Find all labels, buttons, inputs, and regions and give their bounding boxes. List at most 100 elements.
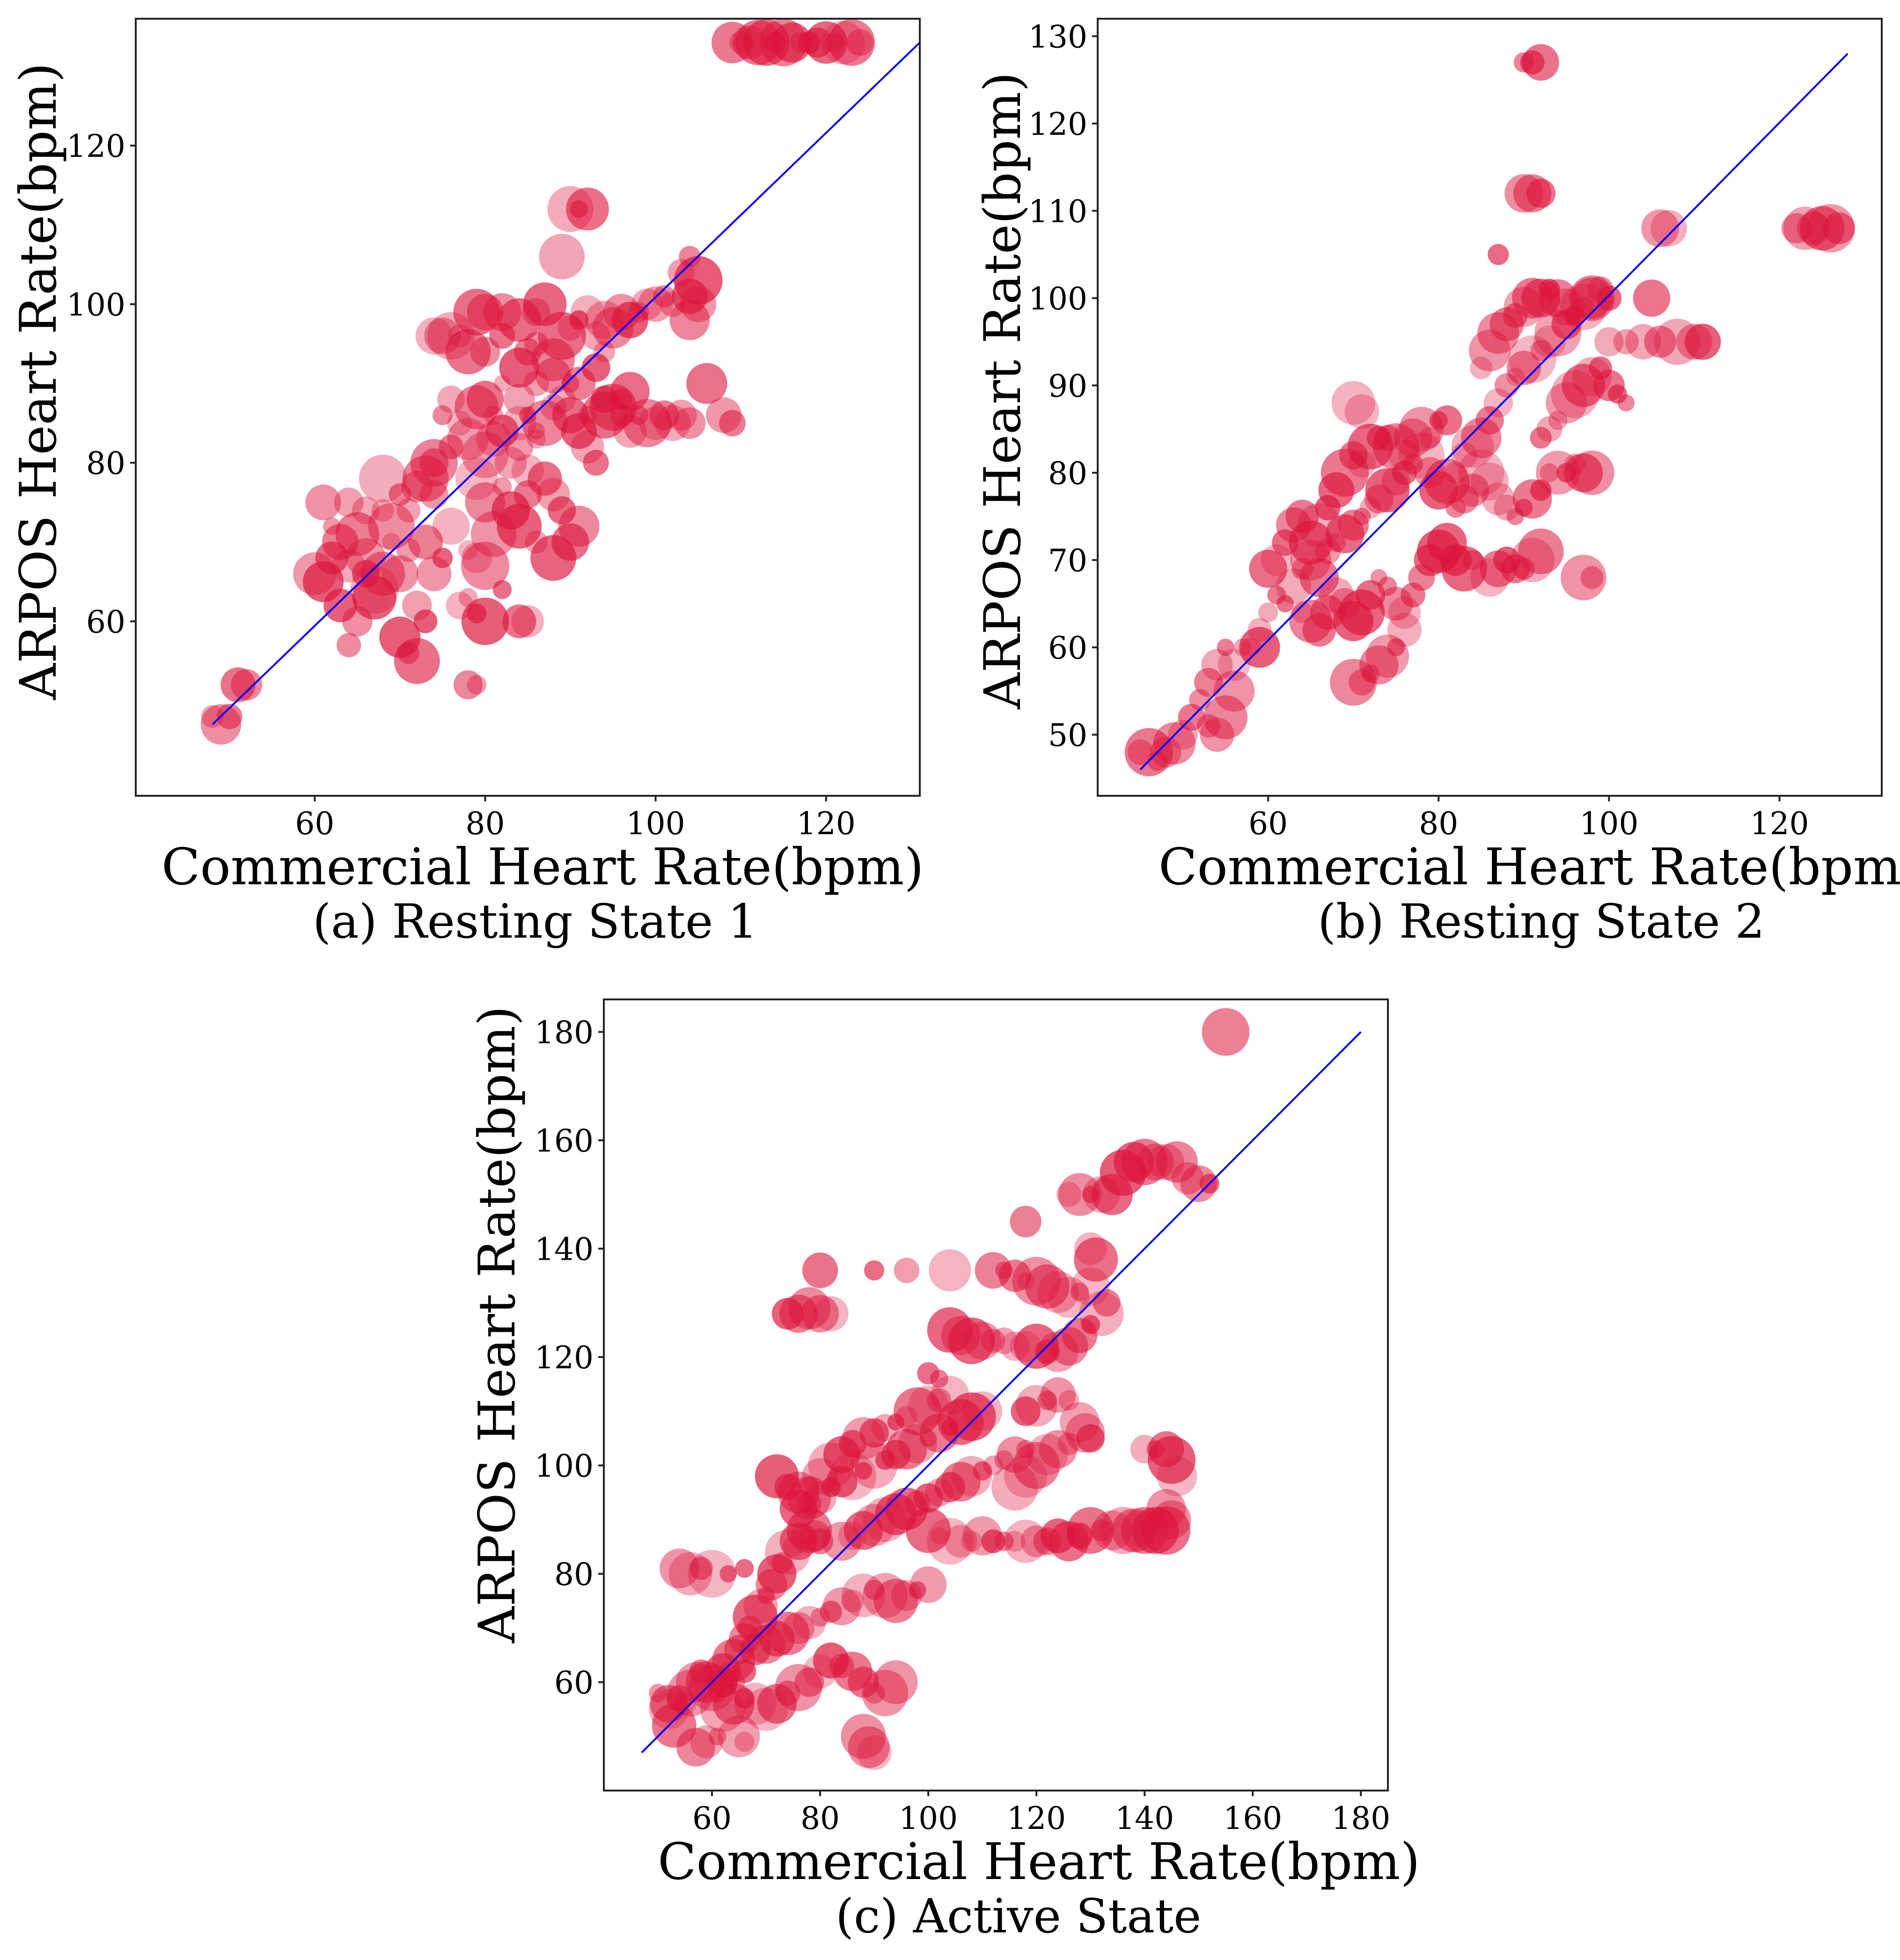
x-tick-label: 120 xyxy=(797,806,856,842)
data-point xyxy=(1258,602,1278,623)
data-point xyxy=(1530,479,1552,501)
data-point xyxy=(1387,638,1405,656)
y-tick-label: 120 xyxy=(535,1340,594,1376)
data-point xyxy=(766,1611,810,1655)
chart-panel-b: 60 80 100 120 50 60 70 80 90 100 110 120 130 ARPOS H… xyxy=(941,0,1900,964)
data-point xyxy=(1247,617,1272,642)
x-tick-label: 120 xyxy=(1007,1800,1066,1836)
data-point xyxy=(909,1581,926,1599)
data-point xyxy=(828,19,875,66)
y-tick-label: 100 xyxy=(66,287,125,323)
data-point xyxy=(566,187,609,231)
data-point xyxy=(787,1476,831,1520)
y-axis-label-a: ARPOS Heart Rate(bpm) xyxy=(9,62,68,700)
x-tick-label: 80 xyxy=(1419,806,1458,842)
data-point xyxy=(771,22,812,63)
data-point xyxy=(930,1527,948,1545)
data-point xyxy=(1518,528,1564,574)
data-point xyxy=(972,1461,992,1481)
data-point xyxy=(492,477,512,496)
fit-line xyxy=(212,42,921,725)
data-point xyxy=(458,540,478,560)
x-tick-label: 120 xyxy=(1750,806,1809,842)
data-point xyxy=(735,1559,754,1578)
data-point xyxy=(1644,325,1677,358)
data-point xyxy=(652,1703,697,1748)
x-tick-label: 160 xyxy=(1223,1800,1282,1836)
y-tick-label: 70 xyxy=(1048,543,1087,579)
caption-c: (c) Active State xyxy=(836,1889,1202,1944)
data-point xyxy=(335,512,380,556)
data-point xyxy=(1004,1520,1048,1563)
data-point xyxy=(886,1429,927,1470)
data-point xyxy=(1355,580,1386,610)
data-point xyxy=(352,575,396,620)
data-point xyxy=(359,455,407,503)
data-point xyxy=(612,301,648,338)
caption-a: (a) Resting State 1 xyxy=(313,894,758,949)
data-point xyxy=(1526,178,1556,208)
x-tick-label: 100 xyxy=(899,1800,958,1836)
data-point xyxy=(1633,279,1671,317)
chart-panel-c: 60 80 100 120 140 160 180 60 80 100 120 140 160 180 A… xyxy=(468,983,1432,1960)
data-point xyxy=(1432,405,1462,436)
data-point xyxy=(669,300,710,340)
data-point xyxy=(1388,439,1421,471)
data-point xyxy=(841,1573,886,1617)
data-point xyxy=(990,1327,1018,1354)
data-point xyxy=(690,1556,713,1580)
data-point xyxy=(839,1430,866,1458)
data-point xyxy=(719,1565,737,1583)
data-point xyxy=(991,1463,1038,1511)
data-point xyxy=(1530,340,1552,361)
data-point xyxy=(908,1385,949,1426)
data-point xyxy=(1594,327,1624,357)
data-point xyxy=(1147,750,1167,771)
data-point xyxy=(841,1714,886,1759)
data-point xyxy=(983,1455,1004,1476)
data-point xyxy=(771,1552,793,1574)
data-point xyxy=(854,1462,873,1480)
data-point xyxy=(505,433,534,461)
data-point xyxy=(926,1518,974,1565)
data-point xyxy=(590,385,618,413)
data-point xyxy=(826,1466,858,1498)
data-point xyxy=(1194,668,1223,697)
data-point xyxy=(1522,44,1559,81)
data-point xyxy=(994,1450,1014,1470)
data-point xyxy=(874,1660,918,1704)
data-point xyxy=(492,580,512,599)
data-point xyxy=(1685,323,1721,360)
point-group xyxy=(200,19,875,745)
data-point xyxy=(217,704,242,729)
x-tick-label: 180 xyxy=(1331,1800,1390,1836)
data-point xyxy=(1470,462,1509,501)
data-point xyxy=(489,323,515,349)
data-point xyxy=(523,282,567,326)
data-point xyxy=(1081,1315,1100,1334)
data-point xyxy=(733,1659,756,1683)
data-point xyxy=(873,1578,918,1623)
data-point xyxy=(1147,1436,1196,1484)
data-point xyxy=(1276,595,1294,613)
data-point xyxy=(453,670,483,699)
y-tick-label: 80 xyxy=(86,446,125,482)
plot-frame xyxy=(603,998,1389,1791)
y-tick-label: 50 xyxy=(1048,717,1087,753)
y-tick-label: 120 xyxy=(66,128,125,164)
data-point xyxy=(1239,627,1280,668)
data-point xyxy=(1142,1506,1191,1555)
data-point xyxy=(1441,546,1487,592)
data-point xyxy=(461,597,509,646)
data-point xyxy=(1617,394,1635,411)
data-point xyxy=(708,1727,726,1746)
data-point xyxy=(1539,279,1577,317)
y-tick-label: 60 xyxy=(554,1665,594,1701)
data-point xyxy=(1654,318,1701,365)
data-point xyxy=(231,669,263,701)
x-axis-label-c: Commercial Heart Rate(bpm) xyxy=(658,1833,1420,1891)
data-point xyxy=(1010,1205,1042,1238)
data-point xyxy=(864,1260,885,1281)
data-point xyxy=(653,285,675,308)
data-point xyxy=(1037,1390,1057,1410)
